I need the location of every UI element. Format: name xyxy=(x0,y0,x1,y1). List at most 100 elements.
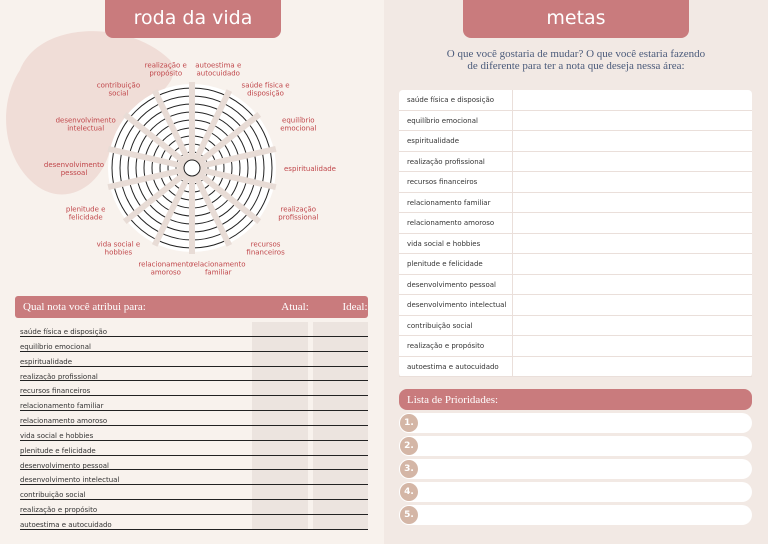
wheel-label: profissional xyxy=(278,213,318,221)
row-label: espiritualidade xyxy=(399,131,513,151)
wheel-label: familiar xyxy=(205,268,232,276)
table-row: plenitude e felicidade xyxy=(399,254,752,275)
table-row: vida social e hobbies xyxy=(20,426,368,441)
question-line: O que você gostaria de mudar? O que você… xyxy=(446,48,706,60)
table-row: espiritualidade xyxy=(20,352,368,367)
wheel-spoke xyxy=(122,165,194,224)
row-label: autoestima e autocuidado xyxy=(399,356,513,376)
priority-row: 5. xyxy=(399,505,752,525)
priority-number: 3. xyxy=(400,460,418,478)
row-label: realização e propósito xyxy=(399,336,513,356)
row-label: realização profissional xyxy=(399,151,513,171)
table-row: relacionamento amoroso xyxy=(399,213,752,234)
wheel-label: relacionamento xyxy=(191,260,246,268)
table-row: autoestima e autocuidado xyxy=(399,356,752,377)
row-label: vida social e hobbies xyxy=(20,431,94,440)
row-label: realização e propósito xyxy=(20,506,98,515)
wheel-spoke xyxy=(190,112,262,171)
question: O que você gostaria de mudar? O que você… xyxy=(400,48,752,72)
wheel-label: equilíbrio xyxy=(282,117,315,125)
row-label: equilíbrio emocional xyxy=(20,342,91,351)
row-label: relacionamento familiar xyxy=(20,402,104,411)
right-title: metas xyxy=(463,0,689,38)
priority-number: 4. xyxy=(400,483,418,501)
wheel-spoke xyxy=(151,89,195,170)
wheel-label: realização xyxy=(281,205,317,213)
wheel-label: relacionamento xyxy=(138,260,193,268)
row-label: plenitude e felicidade xyxy=(399,254,513,274)
header-atual: Atual: xyxy=(281,301,309,313)
wheel-label: intelectual xyxy=(67,125,104,133)
row-label: autoestima e autocuidado xyxy=(20,520,112,529)
left-table: saúde física e disposição equilíbrio emoc… xyxy=(20,322,368,530)
wheel-label: realização e xyxy=(145,62,187,70)
table-row: contribuição social xyxy=(20,485,368,501)
wheel-label: contribuição xyxy=(97,81,140,89)
table-row: saúde física e disposição xyxy=(20,322,368,337)
table-row: realização profissional xyxy=(399,151,752,172)
table-row: desenvolvimento intelectual xyxy=(20,470,368,486)
priority-number: 1. xyxy=(400,414,418,432)
table-row: desenvolvimento pessoal xyxy=(20,456,368,471)
table-row: realização e propósito xyxy=(399,336,752,357)
row-label: espiritualidade xyxy=(20,357,73,366)
row-label: recursos financeiros xyxy=(20,387,91,396)
wheel-label: espiritualidade xyxy=(284,165,336,173)
row-label: vida social e hobbies xyxy=(399,233,513,253)
row-label: recursos financeiros xyxy=(399,172,513,192)
table-row: vida social e hobbies xyxy=(399,233,752,254)
row-label: relacionamento amoroso xyxy=(399,213,513,233)
row-label: contribuição social xyxy=(20,491,86,500)
table-row: recursos financeiros xyxy=(20,381,368,397)
wheel-spoke xyxy=(189,166,233,247)
wheel-spoke xyxy=(189,89,233,170)
wheel-spoke xyxy=(151,166,195,247)
table-row: espiritualidade xyxy=(399,131,752,152)
wheel-label: plenitude e xyxy=(66,205,106,213)
row-label: equilíbrio emocional xyxy=(399,110,513,130)
wheel-spoke xyxy=(191,145,277,171)
table-row: relacionamento amoroso xyxy=(20,411,368,426)
row-label: contribuição social xyxy=(399,315,513,335)
priority-row: 2. xyxy=(399,436,752,456)
wheel-spoke xyxy=(107,145,193,171)
wheel-label: saúde física e xyxy=(242,81,290,89)
priority-number: 2. xyxy=(400,437,418,455)
row-label: relacionamento amoroso xyxy=(20,417,108,426)
row-label: desenvolvimento pessoal xyxy=(20,461,109,470)
wheel-center xyxy=(183,159,201,177)
wheel-label: vida social e xyxy=(97,241,141,249)
row-label: relacionamento familiar xyxy=(399,192,513,212)
row-label: realização profissional xyxy=(20,372,98,381)
wheel-label: emocional xyxy=(280,125,316,133)
priority-number: 5. xyxy=(400,506,418,524)
row-label: desenvolvimento pessoal xyxy=(399,274,513,294)
table-row: desenvolvimento intelectual xyxy=(399,295,752,316)
table-header: Qual nota você atribui para: Atual: Idea… xyxy=(15,296,368,318)
priorities-header: Lista de Prioridades: xyxy=(399,389,752,410)
wheel-spoke xyxy=(191,165,277,191)
wheel-label: felicidade xyxy=(69,213,103,221)
table-row: plenitude e felicidade xyxy=(20,441,368,456)
wheel-label: desenvolvimento xyxy=(56,117,116,125)
wheel-label: social xyxy=(108,89,128,97)
wheel-label: amoroso xyxy=(151,268,181,276)
row-label: plenitude e felicidade xyxy=(20,446,96,455)
wheel-label: propósito xyxy=(149,70,182,78)
wheel-label: hobbies xyxy=(105,249,133,257)
table-row: desenvolvimento pessoal xyxy=(399,274,752,295)
table-row: realização e propósito xyxy=(20,500,368,515)
wheel-label: financeiros xyxy=(246,249,285,257)
row-label: desenvolvimento intelectual xyxy=(20,476,120,485)
wheel-label: pessoal xyxy=(61,169,88,177)
table-row: autoestima e autocuidado xyxy=(20,515,368,530)
table-row: realização profissional xyxy=(20,367,368,382)
table-row: recursos financeiros xyxy=(399,172,752,193)
row-label: saúde física e disposição xyxy=(399,90,513,110)
header-ideal: Ideal: xyxy=(342,301,368,313)
ideal-column xyxy=(313,322,368,530)
wheel-spoke xyxy=(107,165,193,191)
table-row: relacionamento familiar xyxy=(399,192,752,213)
